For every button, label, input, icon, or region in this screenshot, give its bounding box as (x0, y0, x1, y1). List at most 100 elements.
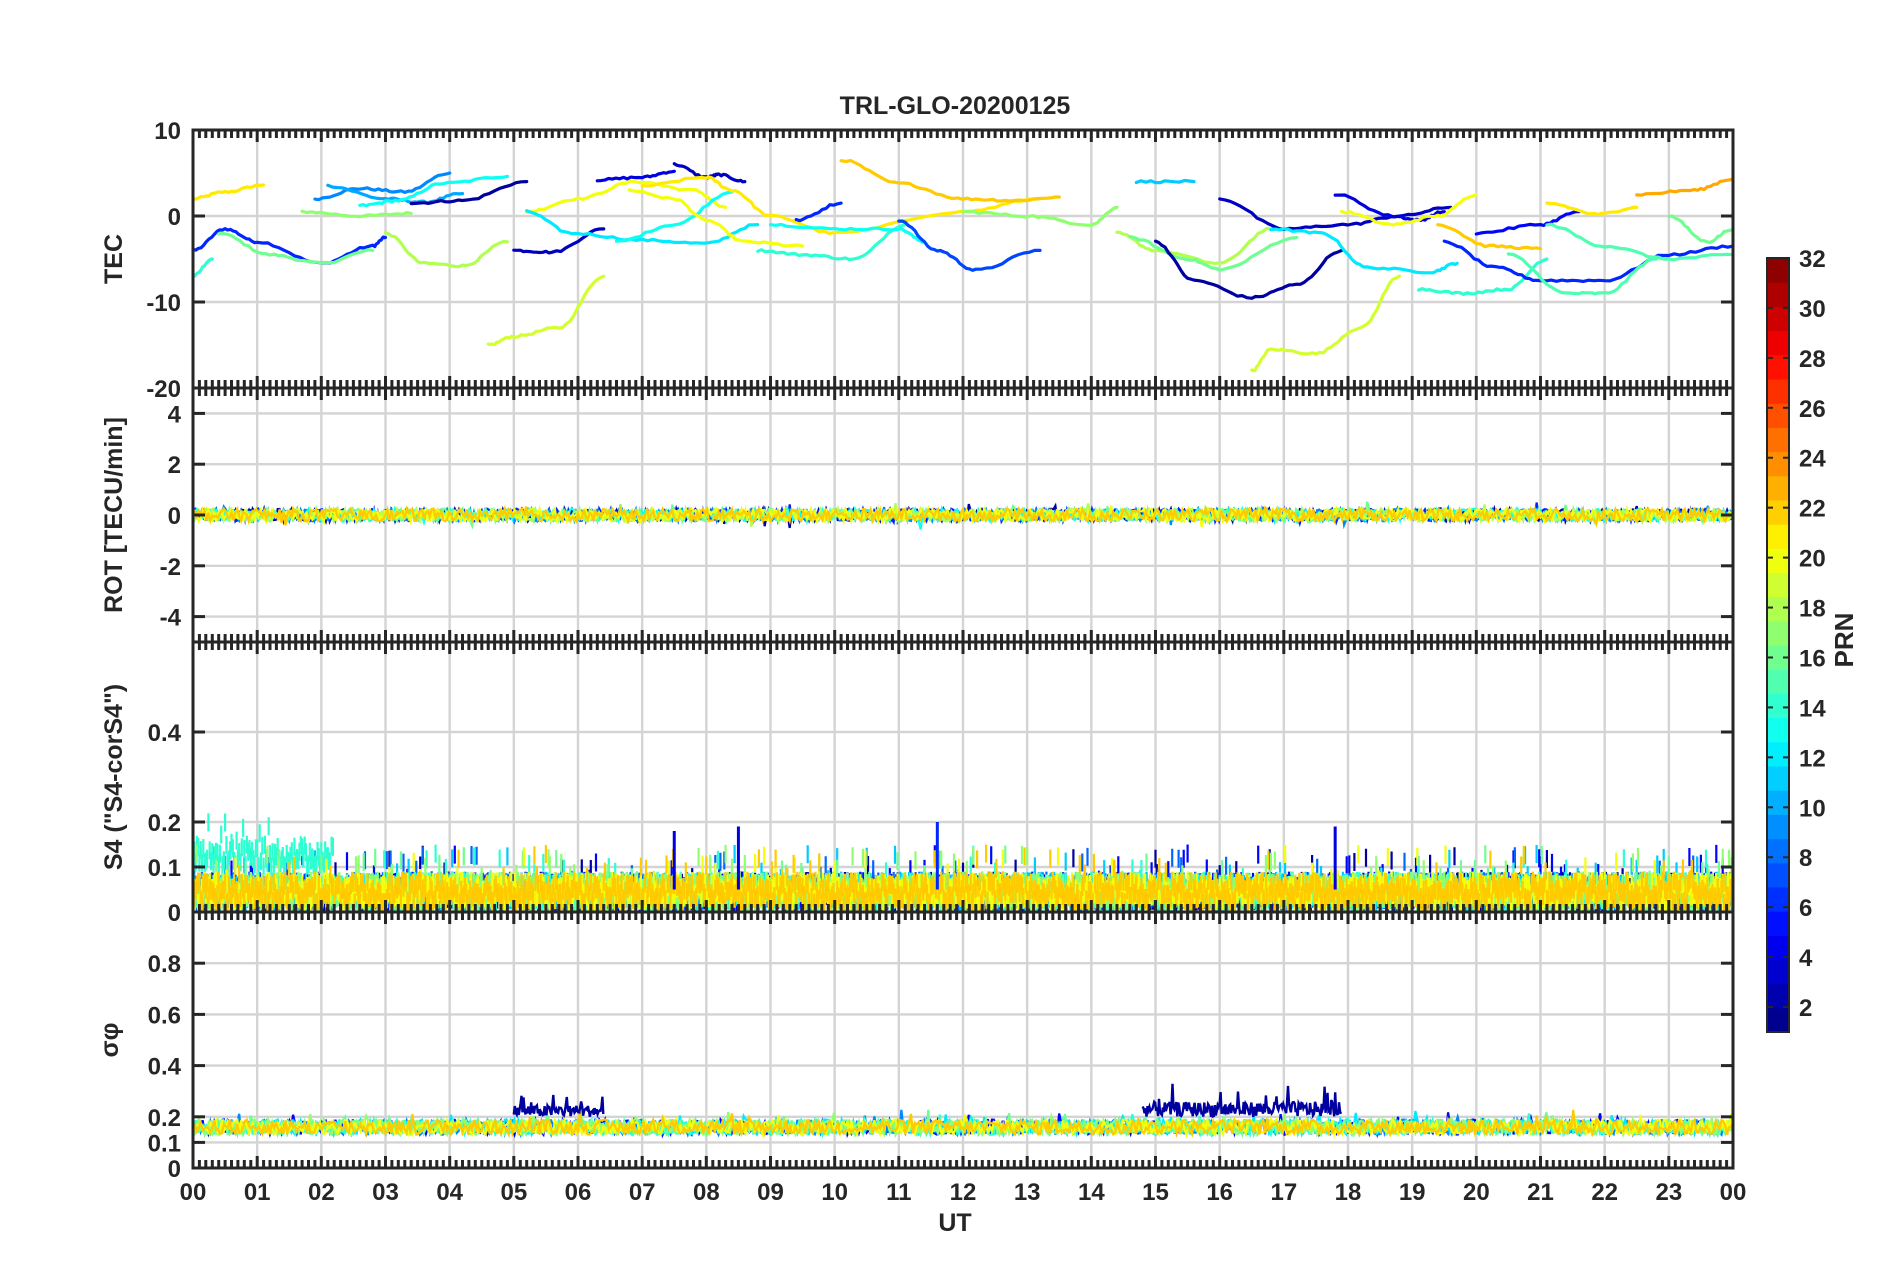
colorbar-bin (1767, 451, 1789, 477)
tec-series-prn-22-35 (1436, 223, 1543, 251)
colorbar-tick-label: 30 (1799, 296, 1826, 323)
colorbar-bin (1767, 306, 1789, 332)
tec-series-prn-16-3 (217, 231, 375, 265)
x-tick-label: 11 (886, 1179, 911, 1206)
colorbar-tick-label: 22 (1799, 496, 1826, 523)
tec-series-prn-9-5 (313, 171, 452, 202)
x-tick-label: 08 (693, 1179, 720, 1206)
y-tick-label: 0.4 (148, 1054, 182, 1081)
tec-series-prn-19-29 (1250, 274, 1401, 373)
x-tick-label: 02 (308, 1179, 335, 1206)
colorbar-frame (1766, 257, 1790, 1033)
y-tick-label: -10 (146, 290, 181, 317)
colorbar-bin (1767, 935, 1789, 961)
tec-series-prn-17-24 (961, 205, 1119, 227)
x-tick-label: 10 (821, 1179, 848, 1206)
tec-series-prn-23-41 (1635, 177, 1735, 197)
x-tick-marks (191, 130, 1735, 388)
rot-trace-prn-20 (191, 504, 1733, 528)
colorbar-bin (1767, 645, 1789, 670)
x-tick-label: 17 (1270, 1179, 1297, 1206)
colorbar-bin (1767, 427, 1789, 453)
x-tick-label: 14 (1078, 1179, 1105, 1206)
x-tick-label: 05 (500, 1179, 527, 1206)
y-tick-label: 2 (168, 452, 181, 479)
colorbar-tick-label: 20 (1799, 546, 1826, 573)
tec-series-prn-13-14 (614, 190, 734, 243)
y-axis-label: S4 ("S4-corS4") (100, 684, 128, 870)
tec-series-prn-18-26 (1115, 226, 1273, 265)
colorbar-bin (1767, 669, 1789, 694)
tec-series-prn-15-38 (1506, 252, 1658, 296)
data-marks (191, 1083, 1733, 1139)
colorbar-bin (1767, 838, 1789, 864)
colorbar-bin (1767, 330, 1789, 356)
y-tick-label: 0.6 (148, 1002, 181, 1029)
panel-tec: 10 0 -10 -20 TEC (100, 118, 1735, 403)
colorbar-bin (1767, 911, 1789, 936)
x-tick-label: 06 (565, 1179, 592, 1206)
colorbar-bin (1767, 548, 1789, 574)
x-tick-marks (191, 388, 1735, 642)
colorbar-bin (1767, 499, 1789, 525)
tec-series-prn-21-40 (1545, 201, 1639, 217)
tec-series-prn-19-10 (486, 274, 606, 347)
tec-series-prn-7-23 (897, 219, 1042, 272)
colorbar-bin (1767, 596, 1789, 622)
x-tick-marks (191, 912, 1735, 1168)
colorbar-bin (1767, 258, 1789, 283)
tec-series-prn-13-22 (768, 222, 927, 244)
tec-series-prn-21-0 (191, 183, 266, 201)
x-ticks (191, 130, 1735, 388)
tec-series-prn-14-1 (191, 257, 214, 279)
x-tick-label: 15 (1142, 1179, 1169, 1206)
x-ticks (191, 642, 1735, 912)
y-tick-label: 0.2 (148, 1105, 181, 1132)
colorbar-bin (1767, 282, 1789, 307)
y-tick-label: 0 (168, 503, 181, 530)
colorbar-tick-label: 8 (1799, 845, 1812, 872)
colorbar-bin (1767, 354, 1789, 380)
tec-series-prn-6-20 (794, 201, 843, 223)
y-tick-label: 0 (168, 204, 181, 231)
y-tick-label: 0 (168, 1156, 181, 1183)
x-tick-label: 04 (436, 1179, 463, 1206)
x-tick-label: 13 (1014, 1179, 1041, 1206)
y-tick-label: 10 (154, 118, 181, 145)
tec-series-prn-17-4 (300, 209, 413, 219)
y-tick-label: 4 (168, 401, 182, 428)
x-tick-label: 07 (629, 1179, 656, 1206)
colorbar-bin (1767, 717, 1789, 743)
tec-series-prn-18-9 (383, 231, 509, 269)
colorbar-bin (1767, 886, 1789, 912)
tec-series-prn-22-19 (839, 159, 1061, 203)
colorbar-bin (1767, 1007, 1789, 1033)
colorbar-tick-label: 12 (1799, 745, 1826, 772)
tec-series-prn-4-15 (595, 169, 676, 183)
x-tick-label: 19 (1399, 1179, 1426, 1206)
y-tick-label: 0.4 (148, 720, 182, 747)
y-axis-label: σφ (96, 1023, 124, 1058)
colorbar-bin (1767, 403, 1789, 428)
y-tick-label: 0.8 (148, 951, 181, 978)
colorbar-bin (1767, 765, 1789, 791)
y-tick-label: 0.2 (148, 810, 181, 837)
x-tick-label: 03 (372, 1179, 399, 1206)
sigma-enhanced-interval-0 (512, 1094, 605, 1119)
colorbar-bin (1767, 524, 1789, 549)
x-ticks (191, 912, 1735, 1168)
tec-series-prn-14-21 (756, 223, 907, 262)
x-ticks (191, 388, 1735, 642)
colorbar-bin (1767, 790, 1789, 815)
tec-series-prn-15-39 (1545, 222, 1735, 262)
colorbar-tick-label: 24 (1799, 446, 1826, 473)
colorbar-bin (1767, 983, 1789, 1009)
panel-rot: 4 2 0 -2 -4 ROT [TECU/min] (100, 386, 1735, 644)
data-marks (191, 159, 1735, 373)
colorbar-bin (1767, 814, 1789, 840)
tec-series-prn-3-30 (1218, 197, 1453, 231)
x-tick-marks (191, 642, 1735, 912)
